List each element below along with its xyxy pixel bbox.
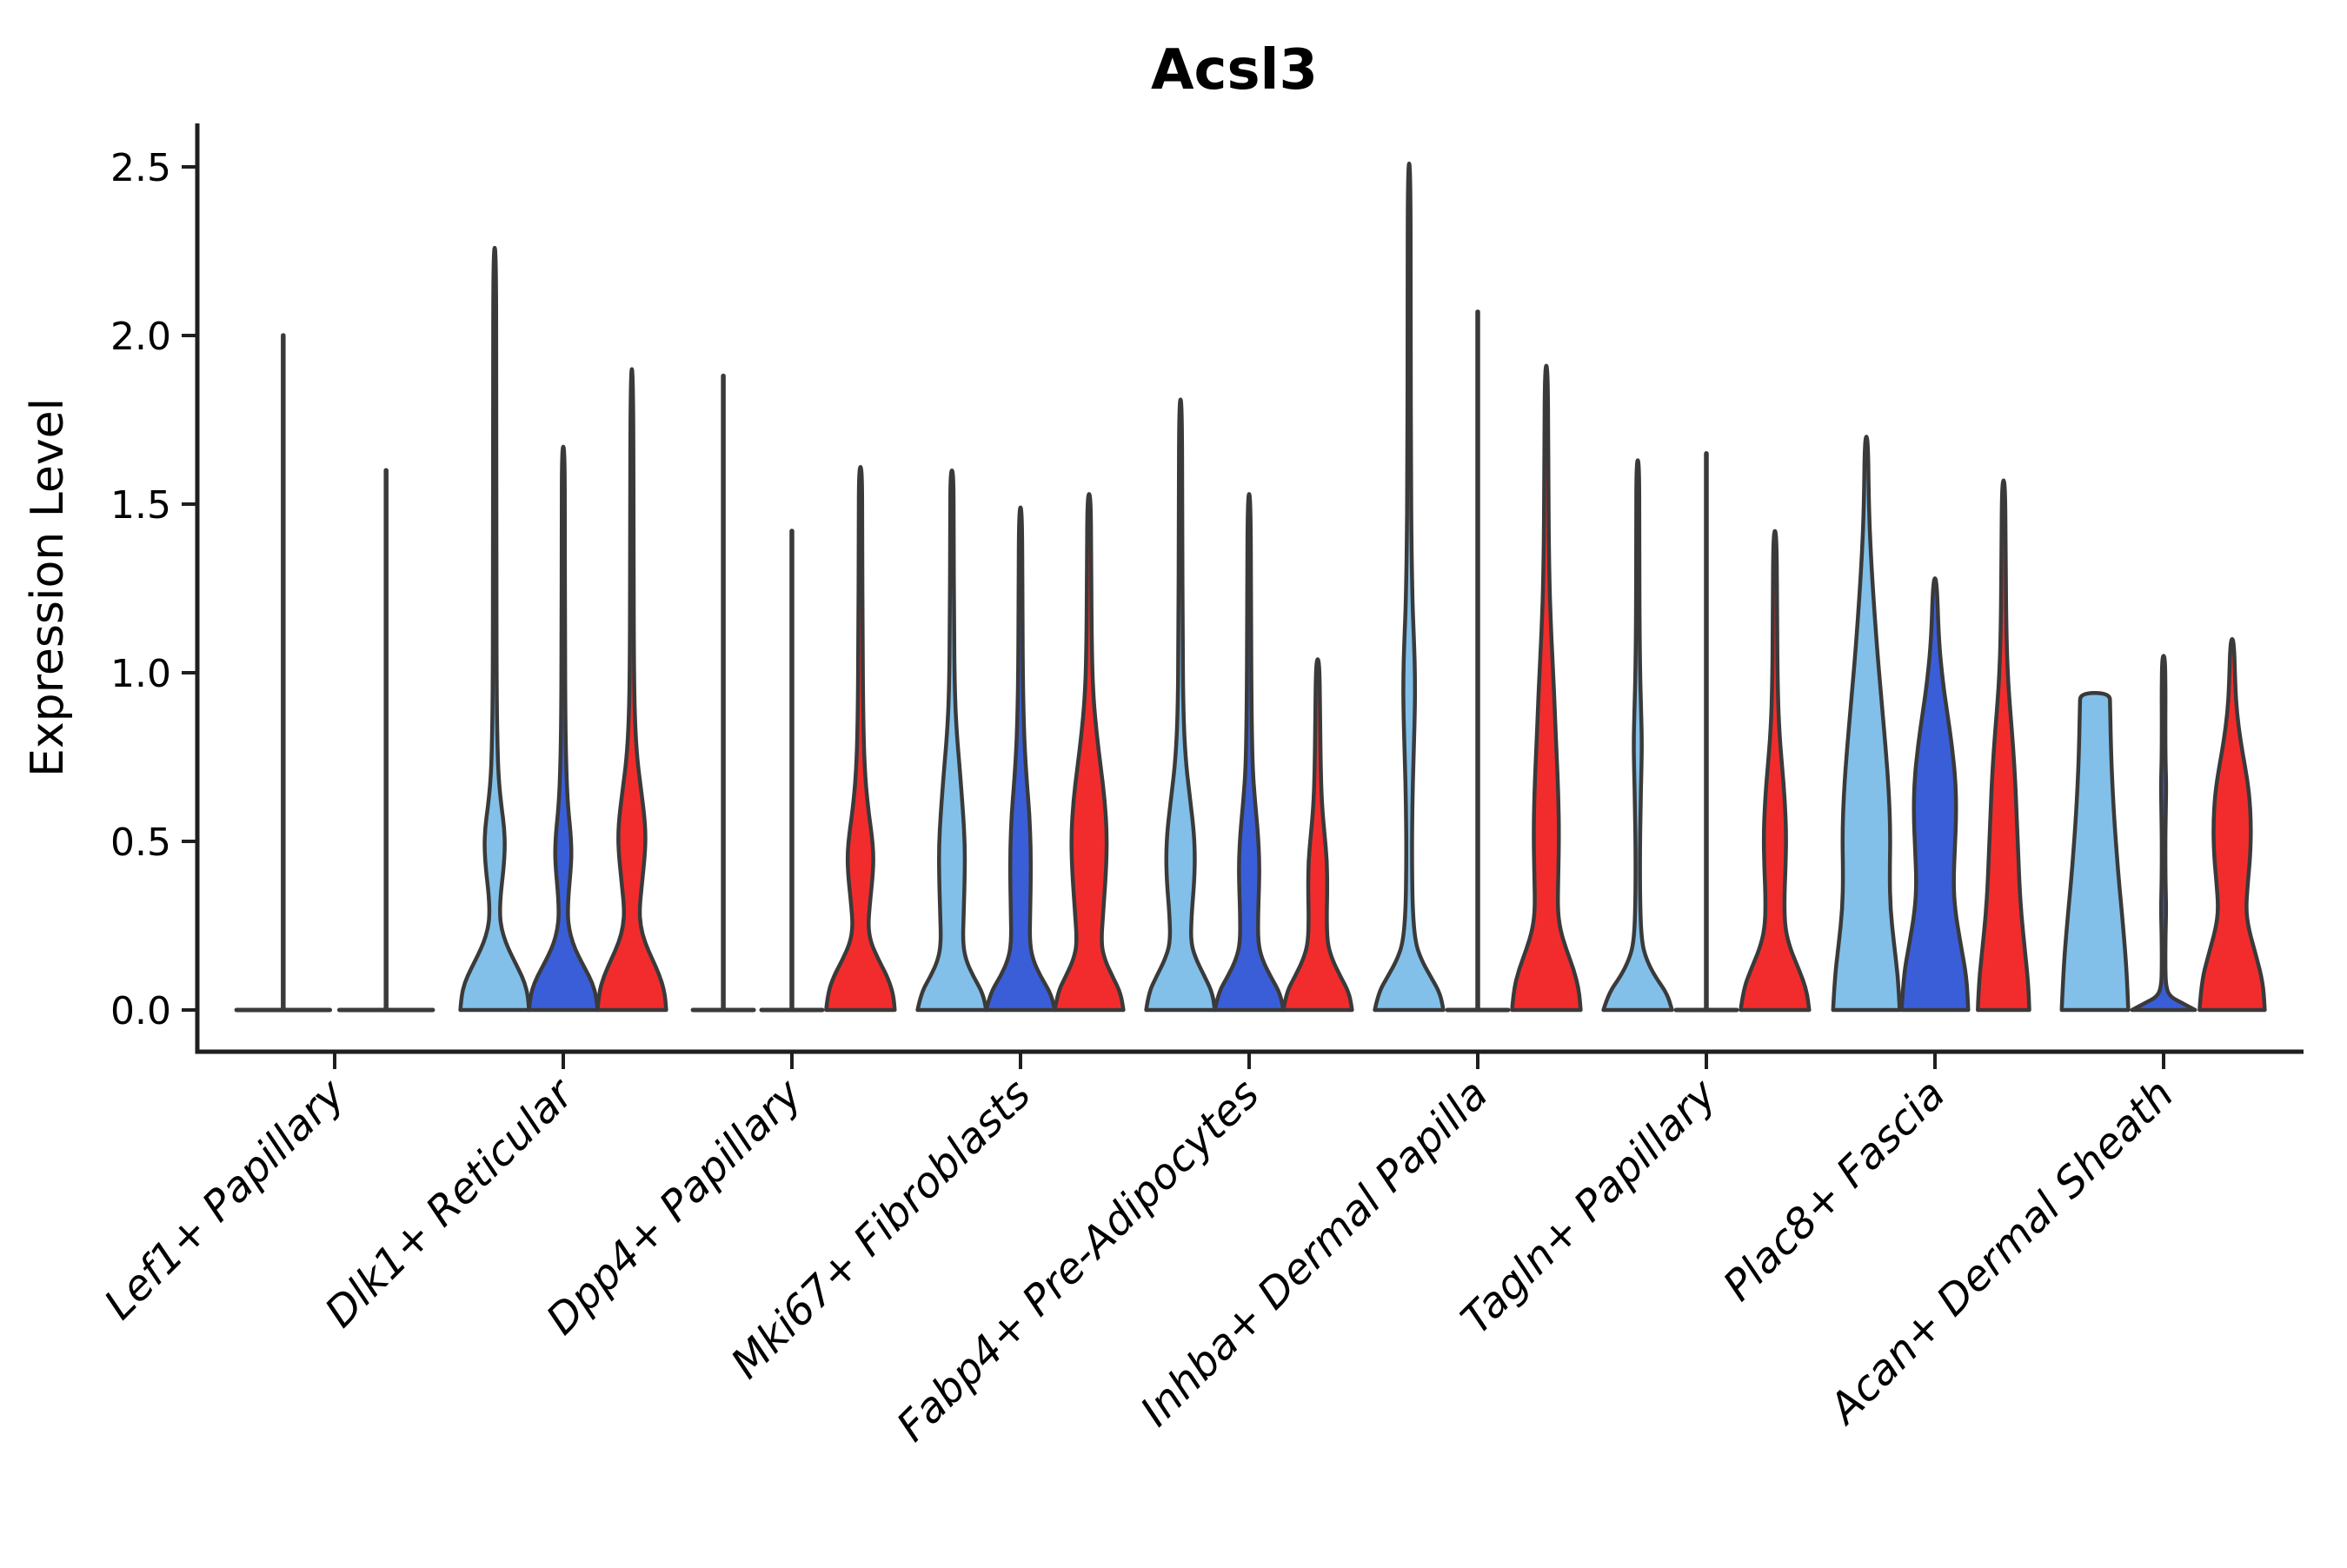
x-tick-label-lef1-papillary: Lef1+ Papillary [95, 1069, 355, 1329]
violin-dlk1-reticular-violin-3-body [595, 367, 668, 1013]
violin-mki67-fibroblasts-violin-1-body [915, 468, 988, 1013]
violin-mki67-fibroblasts-violin-2 [984, 505, 1057, 1013]
violin-acan-dermal-sheath-violin-2-body [2130, 654, 2197, 1013]
violin-tagln-papillary-violin-1-body [1601, 458, 1674, 1013]
violin-dpp4-papillary-violin-3-body [824, 465, 897, 1013]
violin-acan-dermal-sheath-violin-3 [2197, 636, 2267, 1013]
violin-tagln-papillary-violin-3 [1739, 528, 1812, 1013]
violin-dlk1-reticular-violin-2-body [527, 444, 600, 1013]
violin-fabp4-pre-adipocytes-violin-2 [1213, 492, 1286, 1013]
y-tick-label-1.0: 1.0 [110, 652, 171, 696]
violin-inhba-dermal-papilla-violin-2 [1445, 309, 1511, 1013]
y-tick-label-2.0: 2.0 [110, 315, 171, 359]
y-tick-label-2.5: 2.5 [110, 146, 171, 190]
violin-dlk1-reticular-violin-2 [527, 444, 600, 1013]
x-tick-label-dpp4-papillary: Dpp4+ Papillary [537, 1069, 812, 1344]
y-axis-label: Expression Level [22, 398, 74, 777]
violin-mki67-fibroblasts-violin-3-body [1053, 492, 1126, 1013]
violin-mki67-fibroblasts-violin-2-body [984, 505, 1057, 1013]
violin-mki67-fibroblasts-violin-1 [915, 468, 988, 1013]
violin-lef1-papillary-violin-2 [336, 468, 435, 1013]
violin-tagln-papillary-violin-2 [1673, 451, 1739, 1013]
violin-dlk1-reticular-violin-1-body [458, 245, 531, 1013]
violin-dpp4-papillary-violin-1 [690, 373, 756, 1013]
violin-plac8-fascia-violin-1-body [1831, 435, 1902, 1013]
violin-fabp4-pre-adipocytes-violin-1 [1144, 397, 1217, 1013]
violin-inhba-dermal-papilla-violin-1-body [1373, 161, 1446, 1013]
violin-acan-dermal-sheath-violin-1 [2059, 691, 2131, 1013]
violin-tagln-papillary-violin-3-body [1739, 528, 1812, 1013]
violin-dpp4-papillary-violin-3 [824, 465, 897, 1013]
y-tick-label-0.5: 0.5 [110, 821, 171, 865]
violin-plac8-fascia-violin-3-body [1976, 478, 2031, 1013]
violin-dlk1-reticular-violin-3 [595, 367, 668, 1013]
x-tick-label-dlk1-reticular: Dlk1+ Reticular [316, 1068, 585, 1338]
violin-inhba-dermal-papilla-violin-1 [1373, 161, 1446, 1013]
violin-plac8-fascia-violin-2-body [1899, 576, 1971, 1013]
violin-fabp4-pre-adipocytes-violin-3 [1281, 657, 1354, 1013]
violin-fabp4-pre-adipocytes-violin-3-body [1281, 657, 1354, 1013]
violin-lef1-papillary-violin-1 [234, 333, 333, 1013]
violin-mki67-fibroblasts-violin-3 [1053, 492, 1126, 1013]
violin-tagln-papillary-violin-1 [1601, 458, 1674, 1013]
x-tick-label-plac8-fascia: Plac8+ Fascia [1714, 1070, 1955, 1311]
violin-plac8-fascia-violin-1 [1831, 435, 1902, 1013]
violin-acan-dermal-sheath-violin-1-body [2059, 691, 2131, 1013]
violin-acan-dermal-sheath-violin-3-body [2197, 636, 2267, 1013]
y-tick-label-0.0: 0.0 [110, 989, 171, 1033]
chart-title: Acsl3 [1151, 38, 1318, 103]
axes-layer: 0.0 0.5 1.0 1.5 2.0 2.5 [110, 123, 2304, 1069]
violin-acan-dermal-sheath-violin-2 [2130, 654, 2197, 1013]
violin-fabp4-pre-adipocytes-violin-1-body [1144, 397, 1217, 1013]
x-tick-label-fabp4-pre-adipocytes: Fabp4+ Pre-Adipocytes [888, 1070, 1269, 1452]
violin-fabp4-pre-adipocytes-violin-2-body [1213, 492, 1286, 1013]
y-tick-label-1.5: 1.5 [110, 483, 171, 528]
violin-inhba-dermal-papilla-violin-3 [1510, 363, 1583, 1013]
violin-dlk1-reticular-violin-1 [458, 245, 531, 1013]
x-tick-label-tagln-papillary: Tagln+ Papillary [1452, 1069, 1726, 1344]
violin-plac8-fascia-violin-3 [1976, 478, 2031, 1013]
violin-dpp4-papillary-violin-2 [759, 528, 825, 1013]
violin-layer [234, 161, 2267, 1013]
violin-inhba-dermal-papilla-violin-3-body [1510, 363, 1583, 1013]
violin-plac8-fascia-violin-2 [1899, 576, 1971, 1013]
